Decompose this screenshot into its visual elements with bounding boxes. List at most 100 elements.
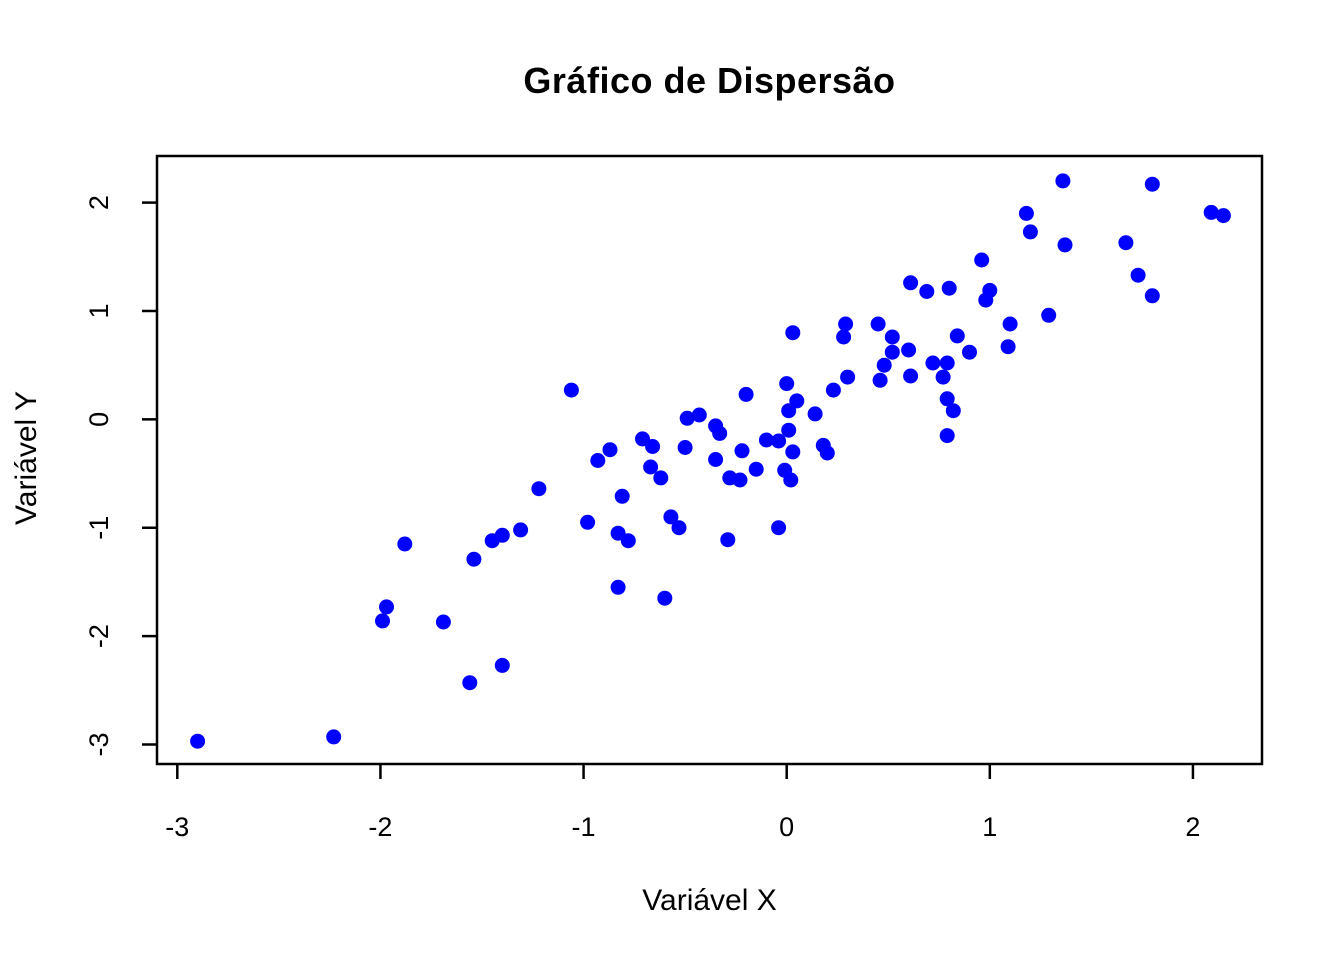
- data-point: [326, 729, 342, 745]
- data-point: [771, 433, 787, 449]
- data-point: [1203, 204, 1219, 220]
- x-tick-label: 2: [1185, 812, 1200, 842]
- data-point: [677, 440, 693, 455]
- data-point: [1002, 316, 1018, 332]
- data-point: [708, 452, 724, 467]
- data-point: [462, 675, 478, 691]
- y-tick-label: -1: [84, 516, 114, 540]
- data-point: [1144, 176, 1160, 192]
- data-point: [1118, 235, 1134, 251]
- x-tick-label: 0: [779, 812, 794, 842]
- data-point: [720, 532, 736, 548]
- data-point: [663, 509, 679, 525]
- data-point: [679, 410, 695, 426]
- data-point: [789, 393, 805, 409]
- data-point: [903, 275, 919, 291]
- data-point: [939, 428, 955, 444]
- data-point: [691, 407, 707, 423]
- data-point: [779, 376, 795, 392]
- data-point: [1055, 173, 1071, 189]
- data-point: [962, 344, 977, 360]
- data-point: [785, 444, 801, 460]
- x-tick-label: -1: [572, 812, 596, 842]
- data-point: [785, 325, 801, 341]
- data-point: [1022, 224, 1038, 240]
- data-point: [935, 369, 951, 385]
- data-point: [840, 369, 856, 385]
- x-tick-label: 1: [982, 812, 997, 842]
- data-point: [645, 439, 661, 454]
- data-point: [838, 316, 854, 332]
- data-point: [807, 406, 823, 422]
- data-point: [494, 527, 510, 543]
- data-point: [771, 520, 787, 536]
- data-point: [903, 368, 919, 384]
- data-point: [870, 316, 886, 332]
- data-point: [1057, 237, 1073, 253]
- data-point: [939, 391, 955, 407]
- y-tick-label: -3: [84, 732, 114, 756]
- data-point: [825, 382, 841, 398]
- data-point: [783, 472, 799, 488]
- data-point: [379, 599, 394, 615]
- data-point: [941, 280, 957, 296]
- data-point: [190, 733, 206, 749]
- y-axis-label: Variável Y: [10, 391, 43, 525]
- y-tick-label: 2: [84, 195, 114, 210]
- data-point: [945, 403, 961, 419]
- data-point: [1130, 267, 1146, 283]
- data-point: [397, 536, 413, 552]
- data-point: [884, 344, 900, 360]
- data-point: [1000, 339, 1016, 355]
- data-point: [836, 329, 852, 345]
- data-point: [1041, 307, 1057, 323]
- data-point: [494, 657, 510, 673]
- x-tick-label: -3: [165, 812, 189, 842]
- data-point: [602, 442, 618, 458]
- data-point: [939, 355, 955, 371]
- data-point: [781, 422, 797, 438]
- data-point: [513, 522, 529, 538]
- data-point: [1144, 288, 1160, 304]
- data-point: [758, 432, 774, 448]
- data-point: [949, 328, 965, 344]
- y-tick-label: 0: [84, 412, 114, 427]
- data-point: [435, 614, 451, 630]
- data-point: [590, 453, 606, 468]
- data-point: [1215, 208, 1231, 224]
- data-point: [872, 372, 888, 388]
- data-point: [974, 252, 990, 268]
- data-point: [819, 445, 835, 461]
- y-tick-label: -2: [84, 624, 114, 648]
- data-point: [610, 579, 626, 595]
- data-point: [925, 355, 941, 371]
- data-point: [901, 342, 917, 358]
- data-point: [643, 459, 659, 475]
- data-point: [375, 613, 390, 629]
- data-point: [531, 481, 547, 497]
- y-tick-label: 1: [84, 303, 114, 318]
- data-point: [748, 461, 764, 477]
- plot-border: [155, 154, 1264, 766]
- data-point: [614, 488, 630, 504]
- x-tick-label: -2: [368, 812, 392, 842]
- data-point: [734, 443, 750, 459]
- data-point: [884, 329, 900, 345]
- data-point: [982, 282, 998, 298]
- data-point: [466, 551, 482, 567]
- chart-title: Gráfico de Dispersão: [523, 60, 896, 101]
- data-point: [1018, 205, 1034, 221]
- data-point: [738, 386, 754, 402]
- data-point: [657, 590, 673, 606]
- x-axis-label: Variável X: [642, 884, 777, 917]
- data-point: [919, 284, 935, 299]
- data-point: [876, 357, 892, 373]
- data-point: [671, 520, 687, 536]
- data-point: [732, 472, 748, 488]
- data-point: [620, 533, 636, 549]
- data-point: [563, 382, 579, 398]
- data-point: [712, 425, 728, 441]
- data-point: [580, 514, 596, 530]
